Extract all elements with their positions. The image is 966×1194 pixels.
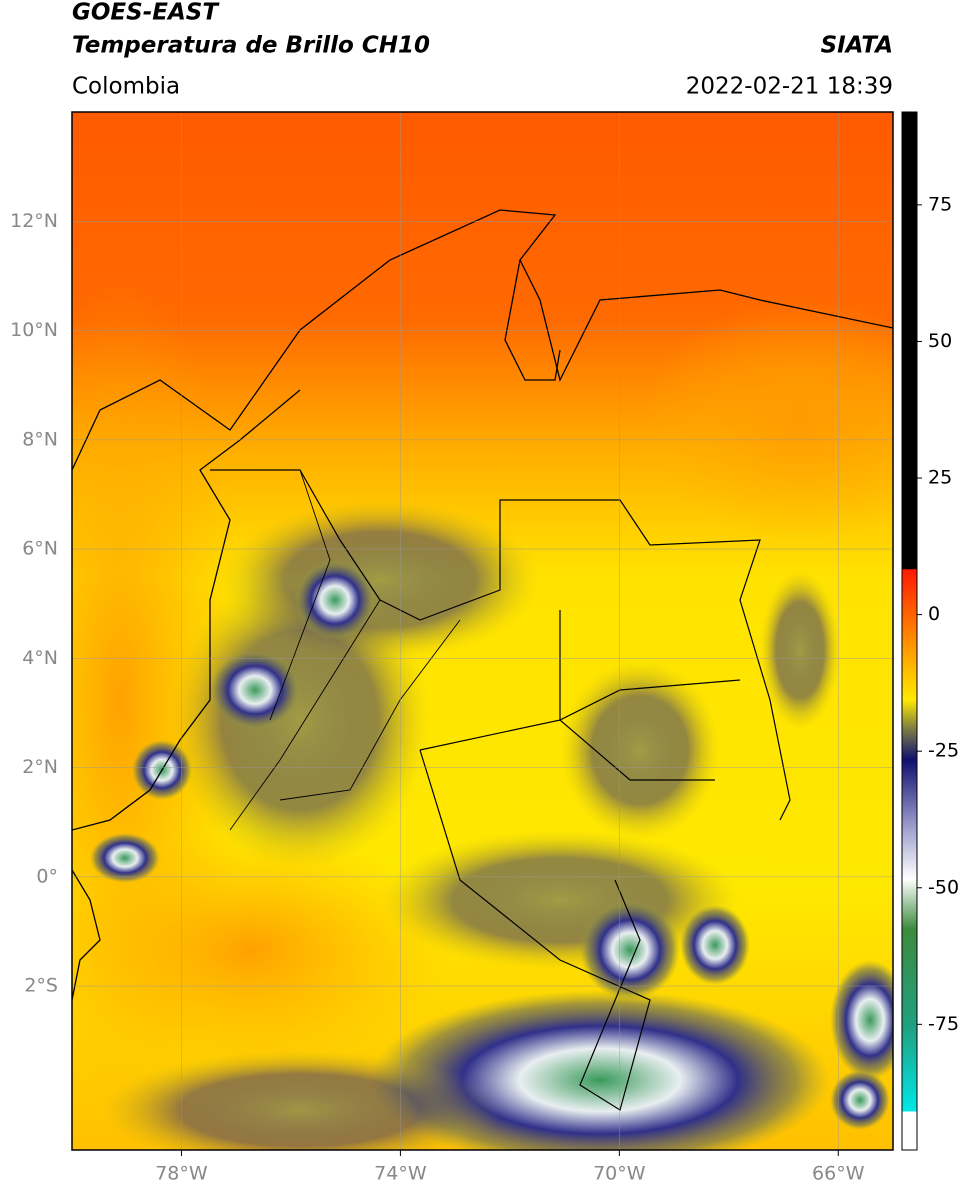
y-tick-label: 8°N — [22, 428, 58, 450]
y-tick-label: 4°N — [22, 647, 58, 669]
colorbar-tick-label: -25 — [928, 740, 959, 762]
region: Colombia — [72, 74, 180, 100]
grid — [72, 112, 893, 1150]
x-tick-label: 74°W — [374, 1163, 427, 1185]
y-tick-label: 2°N — [22, 756, 58, 778]
colorbar-tick-label: 0 — [928, 603, 940, 625]
colorbar — [901, 111, 918, 1151]
map-image — [72, 112, 893, 1150]
subtitle: Temperatura de Brillo CH10 — [72, 33, 430, 59]
y-tick-label: 2°S — [24, 975, 58, 997]
colorbar-tick-label: -75 — [928, 1013, 959, 1035]
title: GOES-EAST — [72, 0, 220, 26]
colorbar-tick-label: 25 — [928, 467, 952, 489]
x-tick-label: 70°W — [593, 1163, 646, 1185]
colorbar-tick-label: -50 — [928, 876, 959, 898]
x-tick-label: 78°W — [155, 1163, 208, 1185]
colorbar-tick-label: 75 — [928, 193, 952, 215]
y-tick-label: 12°N — [10, 210, 58, 232]
map-frame — [71, 111, 894, 1151]
y-tick-label: 10°N — [10, 319, 58, 341]
y-tick-label: 6°N — [22, 538, 58, 560]
y-tick-label: 0° — [36, 865, 58, 887]
source: SIATA — [821, 33, 893, 59]
x-tick-label: 66°W — [812, 1163, 865, 1185]
timestamp: 2022-02-21 18:39 — [686, 74, 893, 100]
colorbar-tick-label: 50 — [928, 330, 952, 352]
